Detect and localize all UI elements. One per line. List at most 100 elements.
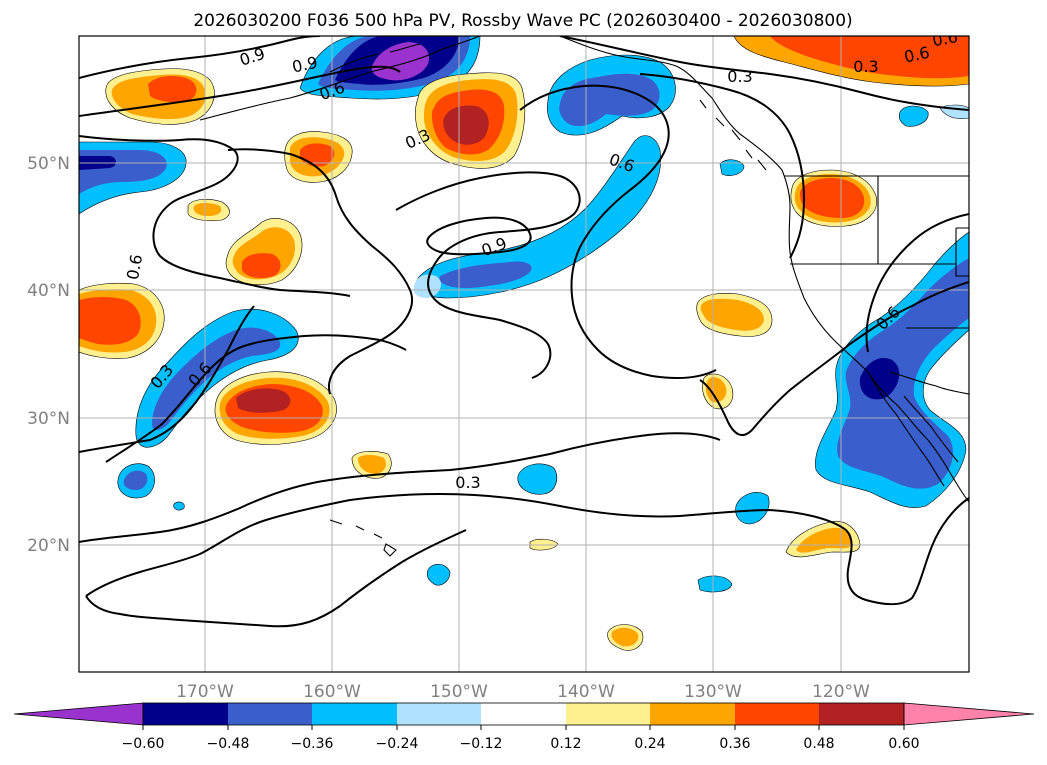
colorbar-tick-label: 0.48 bbox=[803, 736, 834, 752]
lon-label: 150°W bbox=[430, 682, 488, 702]
lon-label: 170°W bbox=[176, 682, 234, 702]
colorbar-tick-label: 0.12 bbox=[550, 736, 581, 752]
colorbar-segment bbox=[397, 703, 481, 725]
coastlines bbox=[199, 36, 969, 557]
colorbar-tick-label: −0.48 bbox=[207, 736, 250, 752]
colorbar-tick-label: 0.24 bbox=[634, 736, 665, 752]
colorbar-frame bbox=[142, 702, 905, 726]
contour-0.3-southwest bbox=[79, 305, 255, 453]
colorbar-segment bbox=[228, 703, 312, 725]
contour-0.6-south bbox=[85, 492, 969, 606]
coastline-baja-peninsula bbox=[867, 371, 959, 487]
positive-anomaly-small-a-orange bbox=[705, 377, 727, 403]
negative-anomaly-small-3 bbox=[735, 492, 770, 525]
lat-label: 30°N bbox=[27, 409, 70, 429]
colorbar-segment bbox=[819, 703, 904, 725]
contour-0.3-northeast bbox=[559, 36, 969, 111]
lat-label: 50°N bbox=[27, 154, 70, 174]
contour-0.6-east bbox=[519, 84, 717, 379]
contour-0.6-inner bbox=[395, 171, 581, 379]
negative-anomaly-baja-california-core bbox=[837, 258, 969, 489]
coastline-gulf-of-alaska bbox=[559, 36, 783, 171]
lon-label: 140°W bbox=[557, 682, 615, 702]
lat-label: 20°N bbox=[27, 536, 70, 556]
colorbar-tick-label: −0.60 bbox=[122, 736, 165, 752]
lat-label: 40°N bbox=[27, 281, 70, 301]
coastline-west-coast bbox=[781, 169, 969, 503]
negative-anomaly-baja-california-inner bbox=[859, 358, 900, 400]
contour-0.6-east-2 bbox=[699, 281, 969, 437]
colorbar-tick-label: −0.36 bbox=[291, 736, 334, 752]
colorbar-segment bbox=[566, 703, 650, 725]
contour-0.6-se bbox=[865, 213, 969, 353]
contour-0.9-north bbox=[79, 36, 321, 79]
positive-anomaly-small-e-orange bbox=[611, 627, 639, 647]
positive-anomaly-southwest-31n-darkred bbox=[236, 388, 291, 413]
contour-0.9-north-2 bbox=[79, 65, 401, 117]
contour-label: 0.3 bbox=[727, 67, 752, 86]
colorbar-segment bbox=[650, 703, 735, 725]
coastline-hawaii bbox=[329, 519, 397, 557]
map-layers: 0.9 0.9 0.6 0.3 0.3 0.6 0.3 0.6 0.6 0.9 … bbox=[79, 27, 969, 672]
positive-anomaly-pacific-nw-red bbox=[800, 178, 865, 218]
pc-contours bbox=[79, 36, 969, 628]
contour-0.6-southwest bbox=[105, 334, 407, 463]
negative-anomaly-small-2 bbox=[517, 463, 557, 495]
positive-anomaly-small-c-orange bbox=[796, 527, 852, 553]
contour-label: 0.3 bbox=[853, 57, 878, 76]
border-states bbox=[790, 176, 969, 329]
colorbar-tick-label: −0.12 bbox=[460, 736, 503, 752]
colorbar: −0.60 −0.48 −0.36 −0.24 −0.12 0.12 0.24 … bbox=[13, 702, 1035, 752]
contour-0.6-center bbox=[79, 135, 351, 297]
lon-label: 160°W bbox=[303, 682, 361, 702]
negative-anomaly-small-4 bbox=[426, 563, 451, 586]
contour-label: 0.6 bbox=[902, 43, 931, 67]
contour-0.3-mid bbox=[227, 148, 414, 395]
contour-label: 0.6 bbox=[123, 253, 146, 281]
negative-anomaly-band-central bbox=[416, 135, 661, 299]
latitude-labels: 50°N 40°N 30°N 20°N bbox=[27, 154, 70, 556]
colorbar-tick-label: 0.36 bbox=[719, 736, 750, 752]
negative-anomaly-southwest-band-core bbox=[152, 327, 281, 430]
negative-anomaly-small-8 bbox=[719, 159, 745, 176]
coastline-bc-islands bbox=[699, 99, 767, 171]
contour-label: 0.3 bbox=[455, 473, 480, 492]
positive-anomaly-northwest-red bbox=[148, 76, 197, 103]
colorbar-tick-label: −0.24 bbox=[376, 736, 419, 752]
negative-anomaly-small-5 bbox=[697, 575, 733, 593]
contour-0.3-far-south bbox=[85, 529, 467, 628]
positive-anomaly-west-edge-38n-red bbox=[79, 297, 141, 345]
lon-label: 130°W bbox=[684, 682, 742, 702]
positive-anomaly-west-42n-red bbox=[242, 253, 281, 278]
longitude-labels: 170°W 160°W 150°W 140°W 130°W 120°W bbox=[176, 682, 870, 702]
coastline-alaska-south bbox=[199, 36, 481, 121]
border-mexico bbox=[889, 371, 969, 395]
colorbar-segment bbox=[143, 703, 228, 725]
positive-anomaly-northeast-edge-red bbox=[770, 36, 969, 79]
colorbar-segment bbox=[481, 703, 566, 725]
coastline-alaska-peninsula bbox=[329, 43, 421, 73]
colorbar-extend-max bbox=[903, 702, 1035, 726]
positive-anomaly-west-45n-red bbox=[300, 143, 335, 167]
contour-0.3-south bbox=[79, 432, 721, 543]
contour-label: 0.6 bbox=[931, 27, 959, 50]
positive-anomaly-small-b-orange bbox=[358, 455, 386, 474]
positive-anomaly-west-43n-orange bbox=[193, 203, 222, 216]
contour-0.3-east bbox=[639, 73, 806, 259]
negative-anomaly-band-central-core bbox=[439, 261, 532, 289]
negative-anomaly-small-6 bbox=[898, 105, 929, 127]
contour-label-group: 0.9 0.9 0.6 0.3 0.3 0.6 0.3 0.6 0.6 0.9 … bbox=[123, 27, 959, 492]
gridlines bbox=[79, 36, 969, 672]
negative-anomaly-small-1-core bbox=[123, 470, 148, 490]
colorbar-ticks bbox=[142, 725, 905, 730]
colorbar-tick-labels: −0.60 −0.48 −0.36 −0.24 −0.12 0.12 0.24 … bbox=[122, 736, 920, 752]
colorbar-extend-min bbox=[13, 702, 144, 726]
figure-title: 2026030200 F036 500 hPa PV, Rossby Wave … bbox=[193, 11, 852, 31]
contour-label: 0.9 bbox=[290, 53, 319, 77]
colorbar-segment bbox=[312, 703, 397, 725]
contour-0.9-inner bbox=[426, 216, 532, 256]
negative-anomaly-small-9 bbox=[173, 501, 185, 511]
lon-label: 120°W bbox=[812, 682, 870, 702]
map-frame bbox=[78, 35, 970, 673]
